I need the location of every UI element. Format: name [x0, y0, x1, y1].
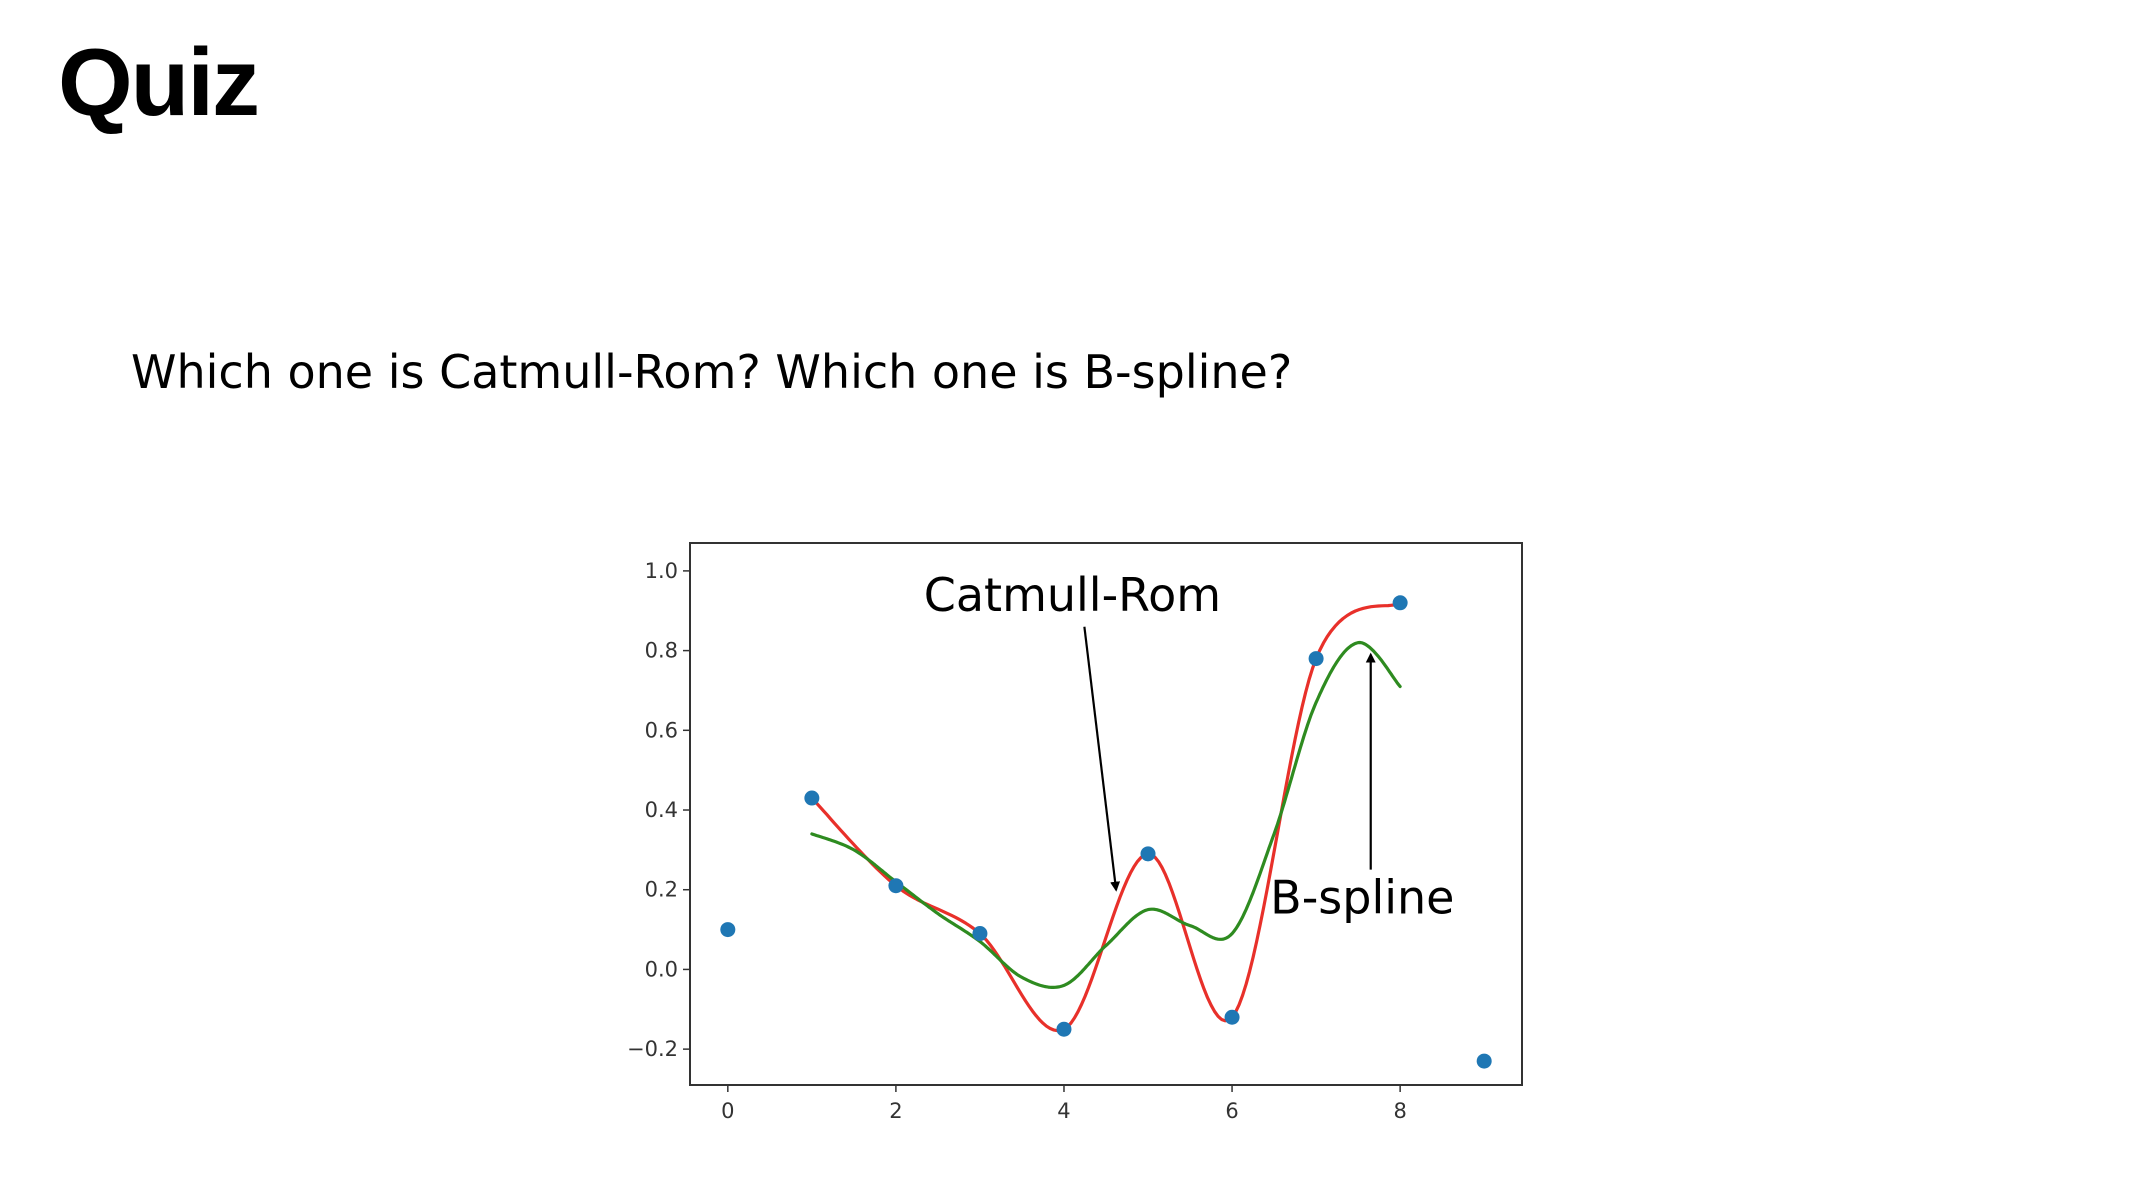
plot-frame	[689, 542, 1523, 1086]
y-tick-label: 0.0	[645, 957, 678, 981]
b-spline-curve	[810, 640, 1402, 989]
data-point	[1140, 846, 1156, 862]
y-tick-label: 0.6	[645, 718, 678, 742]
annotation-arrow	[1083, 626, 1121, 892]
data-point	[972, 926, 988, 942]
annotation-label: B-spline	[1270, 871, 1454, 925]
data-point	[720, 922, 736, 938]
data-point	[1308, 651, 1324, 667]
data-point	[1224, 1009, 1240, 1025]
x-tick-label: 4	[1057, 1099, 1070, 1123]
catmull-rom-curve	[810, 601, 1402, 1033]
x-tick-label: 6	[1225, 1099, 1238, 1123]
data-point	[804, 790, 820, 806]
data-point	[1056, 1021, 1072, 1037]
x-tick-label: 0	[721, 1099, 734, 1123]
y-tick-label: −0.2	[627, 1037, 678, 1061]
data-point	[1392, 595, 1408, 611]
x-tick-label: 2	[889, 1099, 902, 1123]
y-tick-label: 0.8	[645, 639, 678, 663]
data-point	[1476, 1053, 1492, 1069]
quiz-question: Which one is Catmull-Rom? Which one is B…	[131, 345, 1293, 399]
annotation-label: Catmull-Rom	[924, 568, 1221, 622]
y-tick-label: 0.2	[645, 878, 678, 902]
slide-title: Quiz	[58, 29, 260, 136]
y-tick-label: 1.0	[645, 559, 678, 583]
data-point	[888, 878, 904, 894]
y-tick-label: 0.4	[645, 798, 678, 822]
x-tick-label: 8	[1393, 1099, 1406, 1123]
